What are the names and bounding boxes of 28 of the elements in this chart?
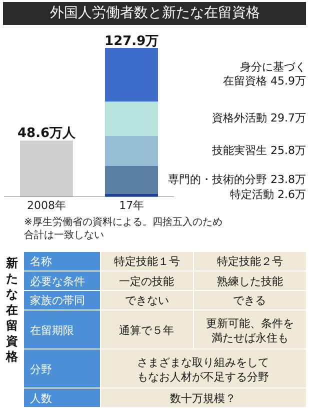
text: 熟練した技能: [217, 275, 283, 288]
text: 特定技能１号: [114, 255, 180, 268]
text: 専門的・技術的分野 23.8万: [168, 172, 306, 186]
text: 数十万規模？: [170, 392, 236, 405]
category-label: 分野: [30, 363, 52, 376]
text: 更新可能、条件を満たせば永住も: [206, 317, 294, 344]
data-label: 48.6万人: [18, 126, 77, 142]
text: 一定の技能: [119, 275, 174, 288]
x-tick-label: 17年: [119, 199, 144, 212]
text: 身分に基づく在留資格 45.9万: [223, 60, 306, 88]
chart-title: 外国人労働者数と新たな在留資格: [50, 5, 260, 21]
x-tick-label: 2008年: [27, 199, 66, 212]
text: 特定技能２号: [217, 255, 283, 268]
category-label: 名称: [30, 255, 52, 268]
category-label: 在留期限: [30, 324, 74, 337]
text: ※厚生労働省の資料による。四捨五入のため合計は一致しない: [24, 216, 222, 241]
category-label: 家族の帯同: [30, 294, 85, 307]
text: 通算で５年: [119, 324, 174, 337]
total-label: 127.9万: [104, 34, 159, 49]
text: 技能実習生 25.8万: [212, 144, 306, 157]
text: 特定活動 2.6万: [230, 188, 306, 202]
category-label: 人数: [30, 392, 52, 405]
text: 新たな在留資格: [5, 256, 19, 364]
text: さまざまな取り組みをしてもなお人材が不足する分野: [137, 356, 269, 384]
category-label: 必要な条件: [30, 275, 85, 288]
text: できない: [125, 294, 169, 307]
text: できる: [233, 294, 266, 307]
text: 資格外活動 29.7万: [212, 112, 306, 125]
